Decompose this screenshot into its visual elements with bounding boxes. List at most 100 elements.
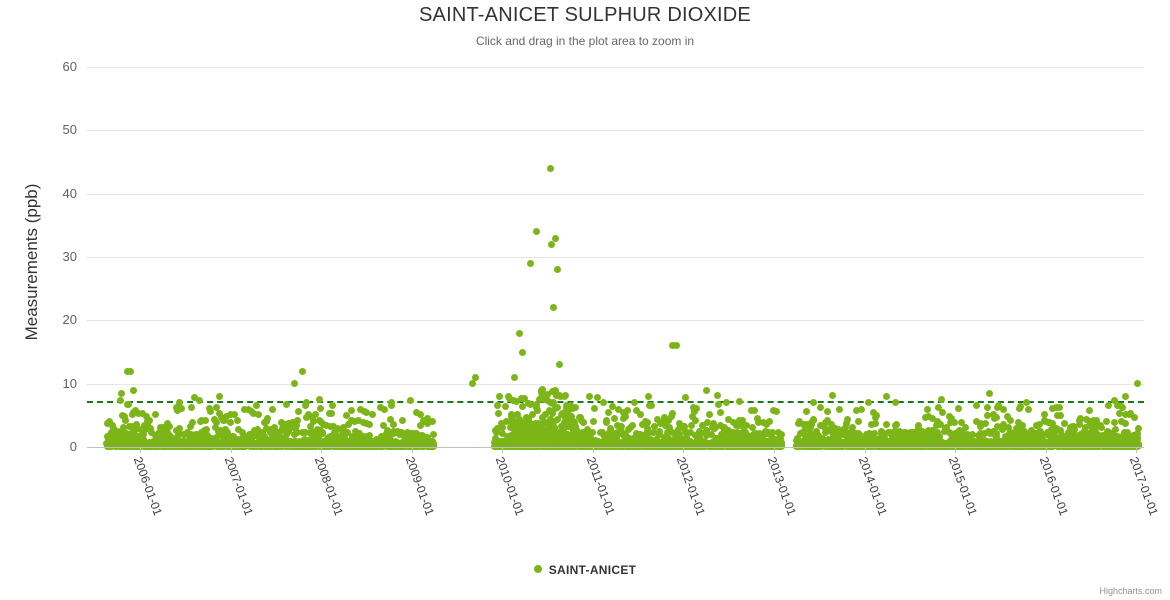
- data-point[interactable]: [293, 417, 301, 425]
- data-point[interactable]: [329, 423, 337, 431]
- data-point[interactable]: [345, 421, 353, 429]
- data-point[interactable]: [341, 434, 349, 442]
- data-point[interactable]: [130, 427, 138, 435]
- data-point[interactable]: [137, 426, 145, 434]
- data-point[interactable]: [184, 428, 192, 436]
- data-point[interactable]: [159, 429, 167, 437]
- data-point[interactable]: [713, 391, 721, 399]
- data-point[interactable]: [332, 430, 340, 438]
- data-point[interactable]: [315, 395, 323, 403]
- data-point[interactable]: [282, 401, 290, 409]
- data-point[interactable]: [263, 424, 271, 432]
- data-point[interactable]: [624, 406, 632, 414]
- data-point[interactable]: [1122, 419, 1130, 427]
- data-point[interactable]: [803, 408, 811, 416]
- data-point[interactable]: [254, 432, 262, 440]
- data-point[interactable]: [591, 405, 599, 413]
- data-point[interactable]: [363, 409, 371, 417]
- data-point[interactable]: [333, 425, 341, 433]
- data-point[interactable]: [844, 416, 852, 424]
- data-point[interactable]: [498, 423, 506, 431]
- data-point[interactable]: [1119, 404, 1127, 412]
- data-point[interactable]: [198, 417, 206, 425]
- data-point[interactable]: [328, 409, 336, 417]
- data-point[interactable]: [892, 421, 900, 429]
- data-point[interactable]: [202, 417, 210, 425]
- data-point[interactable]: [212, 434, 220, 442]
- data-point[interactable]: [496, 393, 504, 401]
- data-point[interactable]: [206, 408, 214, 416]
- data-point[interactable]: [116, 397, 124, 405]
- data-point[interactable]: [1135, 424, 1143, 432]
- data-point[interactable]: [142, 412, 150, 420]
- data-point[interactable]: [416, 411, 424, 419]
- data-point[interactable]: [365, 431, 373, 439]
- data-point[interactable]: [195, 432, 203, 440]
- data-point[interactable]: [319, 428, 327, 436]
- data-point[interactable]: [212, 423, 220, 431]
- data-point[interactable]: [1086, 406, 1094, 414]
- data-point[interactable]: [227, 419, 235, 427]
- data-point[interactable]: [188, 432, 196, 440]
- data-point[interactable]: [216, 409, 224, 417]
- data-point[interactable]: [255, 410, 263, 418]
- data-point[interactable]: [955, 405, 962, 413]
- data-point[interactable]: [106, 418, 113, 426]
- data-point[interactable]: [249, 410, 257, 418]
- data-point[interactable]: [986, 390, 994, 398]
- data-point[interactable]: [234, 426, 242, 434]
- data-point[interactable]: [191, 394, 199, 402]
- data-point[interactable]: [354, 417, 362, 425]
- data-point[interactable]: [340, 423, 348, 431]
- data-point[interactable]: [120, 423, 128, 431]
- data-point[interactable]: [356, 406, 364, 414]
- data-point[interactable]: [280, 421, 288, 429]
- data-point[interactable]: [430, 430, 438, 438]
- data-point[interactable]: [765, 417, 773, 425]
- data-point[interactable]: [973, 402, 981, 410]
- data-point[interactable]: [366, 421, 374, 429]
- data-point[interactable]: [398, 428, 406, 436]
- data-point[interactable]: [277, 433, 285, 441]
- data-point[interactable]: [777, 430, 785, 438]
- data-point[interactable]: [622, 412, 630, 420]
- data-point[interactable]: [855, 417, 863, 425]
- data-point[interactable]: [384, 426, 392, 434]
- data-point[interactable]: [317, 404, 325, 412]
- data-point[interactable]: [423, 419, 431, 427]
- data-point[interactable]: [715, 401, 723, 409]
- data-point[interactable]: [369, 410, 377, 418]
- data-point[interactable]: [293, 421, 301, 429]
- data-point[interactable]: [294, 408, 302, 416]
- data-point[interactable]: [864, 398, 872, 406]
- data-point[interactable]: [413, 430, 421, 438]
- data-point[interactable]: [883, 392, 891, 400]
- data-point[interactable]: [151, 410, 159, 418]
- data-point[interactable]: [602, 416, 610, 424]
- data-point[interactable]: [493, 429, 501, 437]
- data-point[interactable]: [356, 429, 364, 437]
- data-point[interactable]: [253, 401, 261, 409]
- data-point[interactable]: [398, 416, 406, 424]
- data-point[interactable]: [629, 422, 637, 429]
- data-point[interactable]: [428, 417, 436, 425]
- data-point[interactable]: [390, 421, 398, 429]
- data-point[interactable]: [350, 418, 358, 426]
- data-point[interactable]: [157, 434, 165, 442]
- data-point[interactable]: [604, 408, 612, 416]
- data-point[interactable]: [311, 410, 319, 418]
- data-point[interactable]: [159, 426, 167, 434]
- data-point[interactable]: [226, 410, 234, 418]
- data-point[interactable]: [499, 429, 507, 437]
- data-point[interactable]: [857, 406, 865, 414]
- data-point[interactable]: [289, 418, 297, 426]
- data-point[interactable]: [203, 425, 211, 433]
- data-point[interactable]: [344, 429, 352, 437]
- data-point[interactable]: [138, 410, 146, 418]
- data-point[interactable]: [189, 418, 197, 426]
- data-point[interactable]: [248, 435, 256, 443]
- data-point[interactable]: [580, 419, 588, 427]
- data-point[interactable]: [315, 433, 323, 441]
- data-point[interactable]: [816, 403, 824, 411]
- data-point[interactable]: [502, 402, 510, 410]
